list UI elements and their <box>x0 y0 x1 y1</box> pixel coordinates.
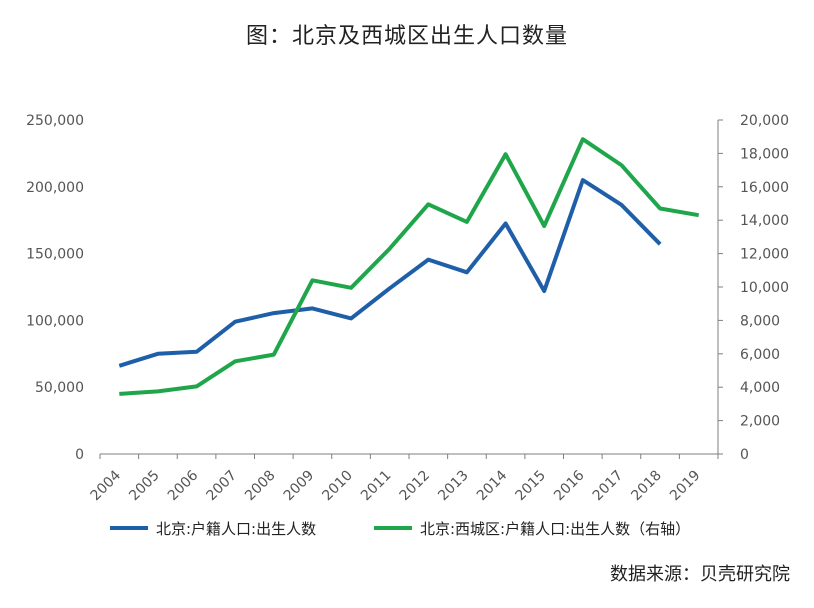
right-y-tick-label: 18,000 <box>740 146 789 162</box>
x-tick-label: 2006 <box>165 467 202 504</box>
data-point-series-2 <box>698 215 699 216</box>
right-y-tick-label: 2,000 <box>740 414 780 430</box>
x-tick-label: 2007 <box>204 468 241 505</box>
data-point-series-2 <box>312 280 313 281</box>
right-y-tick-label: 4,000 <box>740 380 780 396</box>
right-y-tick-label: 6,000 <box>740 347 780 363</box>
series-line-2 <box>119 137 700 396</box>
x-tick-label: 2018 <box>628 468 665 505</box>
x-tick-label: 2019 <box>667 468 704 505</box>
data-point-series-1 <box>582 180 583 181</box>
data-point-series-1 <box>505 223 506 224</box>
legend-label-1: 北京:户籍人口:出生人数 <box>156 520 316 538</box>
data-point-series-1 <box>273 313 274 314</box>
data-point-series-1 <box>621 204 622 205</box>
right-y-tick-label: 14,000 <box>740 213 789 229</box>
right-y-tick-label: 10,000 <box>740 280 789 296</box>
data-point-series-2 <box>582 139 583 140</box>
data-point-series-2 <box>389 248 390 249</box>
x-tick-label: 2012 <box>397 468 434 505</box>
data-point-series-2 <box>621 165 622 166</box>
data-point-series-1 <box>428 259 429 260</box>
data-point-series-2 <box>544 226 545 227</box>
data-point-series-2 <box>119 393 120 394</box>
series-layer <box>118 137 700 396</box>
data-point-series-1 <box>235 321 236 322</box>
right-y-tick-label: 16,000 <box>740 180 789 196</box>
data-point-series-1 <box>157 353 158 354</box>
data-point-series-2 <box>466 221 467 222</box>
data-point-series-2 <box>428 204 429 205</box>
right-y-tick-label: 0 <box>740 447 749 463</box>
x-tick-label: 2008 <box>242 468 279 505</box>
data-point-series-1 <box>660 244 661 245</box>
chart-title: 图：北京及西城区出生人口数量 <box>245 24 568 49</box>
left-y-tick-label: 50,000 <box>35 380 84 396</box>
data-point-series-1 <box>466 272 467 273</box>
x-tick-label: 2017 <box>590 468 627 505</box>
data-point-series-2 <box>157 391 158 392</box>
left-y-tick-label: 0 <box>75 447 84 463</box>
left-y-tick-label: 150,000 <box>26 247 84 263</box>
x-tick-label: 2013 <box>435 468 472 505</box>
source-note: 数据来源：贝壳研究院 <box>610 564 790 585</box>
data-point-series-2 <box>235 361 236 362</box>
legend-label-2: 北京:西城区:户籍人口:出生人数（右轴） <box>420 520 690 538</box>
data-point-series-1 <box>312 308 313 309</box>
data-point-series-2 <box>505 154 506 155</box>
left-y-tick-label: 100,000 <box>26 313 84 329</box>
right-y-tick-label: 12,000 <box>740 247 789 263</box>
data-point-series-2 <box>196 386 197 387</box>
x-tick-label: 2011 <box>358 468 395 505</box>
data-point-series-2 <box>351 287 352 288</box>
legend: 北京:户籍人口:出生人数 北京:西城区:户籍人口:出生人数（右轴） <box>110 520 690 538</box>
x-tick-label: 2016 <box>551 467 588 504</box>
left-y-tick-label: 200,000 <box>26 180 84 196</box>
data-point-series-2 <box>273 354 274 355</box>
data-point-series-1 <box>119 365 120 366</box>
x-tick-label: 2010 <box>319 468 356 505</box>
x-tick-label: 2005 <box>126 468 163 505</box>
right-y-tick-label: 20,000 <box>740 113 789 129</box>
x-tick-label: 2004 <box>88 467 125 504</box>
data-point-series-1 <box>389 288 390 289</box>
series-line-1 <box>118 178 662 368</box>
data-point-series-1 <box>196 351 197 352</box>
x-tick-label: 2009 <box>281 468 318 505</box>
right-y-tick-label: 8,000 <box>740 313 780 329</box>
data-point-series-2 <box>660 208 661 209</box>
data-point-series-1 <box>351 318 352 319</box>
axes-layer: 0 50,000 100,000 150,000 200,000 250,000 0 2,00… <box>26 113 789 504</box>
x-tick-label: 2015 <box>513 468 550 505</box>
x-tick-label: 2014 <box>474 467 511 504</box>
data-point-series-1 <box>544 291 545 292</box>
left-y-tick-label: 250,000 <box>26 113 84 129</box>
